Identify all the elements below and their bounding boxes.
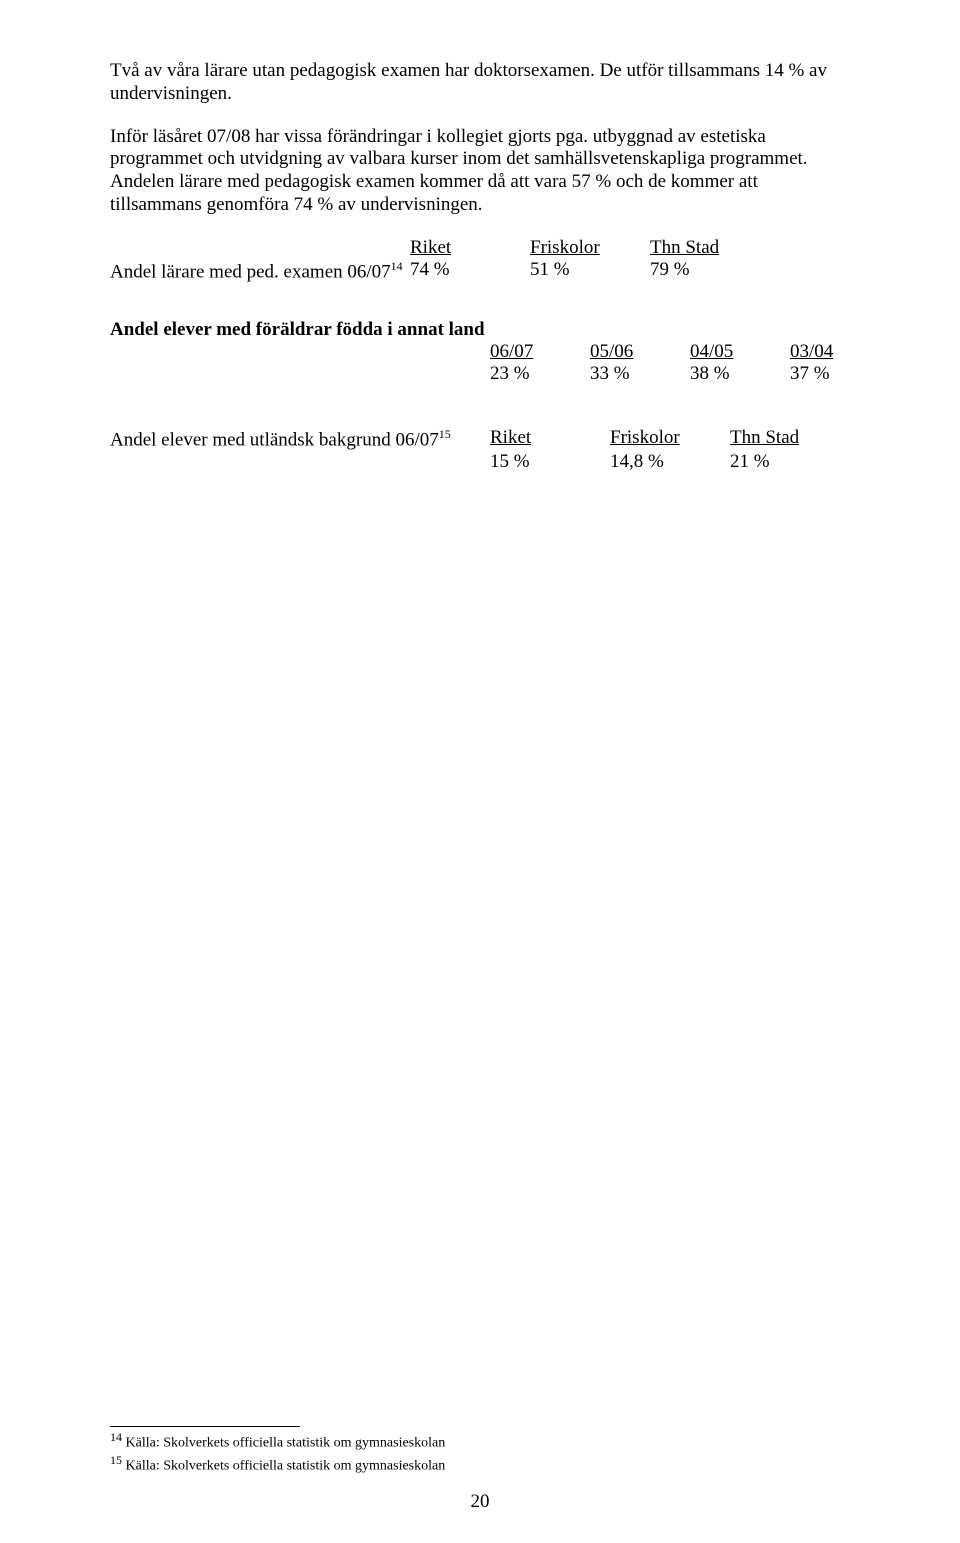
table-foreign-parents: Andel elever med föräldrar födda i annat…	[110, 319, 850, 385]
row-label: Andel lärare med ped. examen 06/0714	[110, 259, 410, 283]
table-title: Andel elever med föräldrar födda i annat…	[110, 319, 850, 341]
footnote-ref-14: 14	[391, 259, 403, 273]
table-row: 23 % 33 % 38 % 37 %	[110, 363, 850, 385]
paragraph-2: Inför läsåret 07/08 har vissa förändring…	[110, 126, 850, 217]
col-header-thn-stad: Thn Stad	[650, 237, 770, 259]
cell-friskolor: 51 %	[530, 259, 650, 283]
col-header-riket: Riket	[490, 427, 610, 451]
cell-0304: 37 %	[790, 363, 890, 385]
col-header-0405: 04/05	[690, 341, 790, 363]
empty-cell	[110, 237, 410, 259]
col-header-riket: Riket	[410, 237, 530, 259]
footnote-ref-15: 15	[439, 427, 451, 441]
footnote-num: 15	[110, 1453, 122, 1467]
page-number: 20	[0, 1491, 960, 1513]
cell-riket: 74 %	[410, 259, 530, 283]
table-row: 15 % 14,8 % 21 %	[110, 451, 850, 473]
empty-cell	[110, 363, 490, 385]
page: Två av våra lärare utan pedagogisk exame…	[0, 0, 960, 1543]
footnote-14: 14 Källa: Skolverkets officiella statist…	[110, 1430, 850, 1452]
cell-riket: 15 %	[490, 451, 610, 473]
cell-friskolor: 14,8 %	[610, 451, 730, 473]
footnote-num: 14	[110, 1430, 122, 1444]
table-row: Riket Friskolor Thn Stad	[110, 237, 850, 259]
footnote-15: 15 Källa: Skolverkets officiella statist…	[110, 1453, 850, 1475]
table-row: 06/07 05/06 04/05 03/04	[110, 341, 850, 363]
empty-cell	[110, 341, 490, 363]
cell-thn-stad: 79 %	[650, 259, 770, 283]
row-label-text: Andel elever med utländsk bakgrund 06/07	[110, 429, 439, 450]
cell-0506: 33 %	[590, 363, 690, 385]
col-header-0304: 03/04	[790, 341, 890, 363]
col-header-friskolor: Friskolor	[610, 427, 730, 451]
cell-0405: 38 %	[690, 363, 790, 385]
col-header-friskolor: Friskolor	[530, 237, 650, 259]
row-label-text: Andel lärare med ped. examen 06/07	[110, 261, 391, 282]
footnote-rule	[110, 1426, 300, 1427]
table-row: Andel lärare med ped. examen 06/0714 74 …	[110, 259, 850, 283]
col-header-thn-stad: Thn Stad	[730, 427, 850, 451]
row-label: Andel elever med utländsk bakgrund 06/07…	[110, 427, 490, 451]
col-header-0607: 06/07	[490, 341, 590, 363]
table-foreign-background: Andel elever med utländsk bakgrund 06/07…	[110, 427, 850, 473]
empty-cell	[110, 451, 490, 473]
footnote-text: Källa: Skolverkets officiella statistik …	[122, 1458, 445, 1473]
table-row: Andel elever med utländsk bakgrund 06/07…	[110, 427, 850, 451]
paragraph-1: Två av våra lärare utan pedagogisk exame…	[110, 60, 850, 106]
cell-0607: 23 %	[490, 363, 590, 385]
footnotes: 14 Källa: Skolverkets officiella statist…	[110, 1426, 850, 1475]
footnote-text: Källa: Skolverkets officiella statistik …	[122, 1436, 445, 1451]
cell-thn-stad: 21 %	[730, 451, 850, 473]
col-header-0506: 05/06	[590, 341, 690, 363]
table-teachers-exam: Riket Friskolor Thn Stad Andel lärare me…	[110, 237, 850, 283]
